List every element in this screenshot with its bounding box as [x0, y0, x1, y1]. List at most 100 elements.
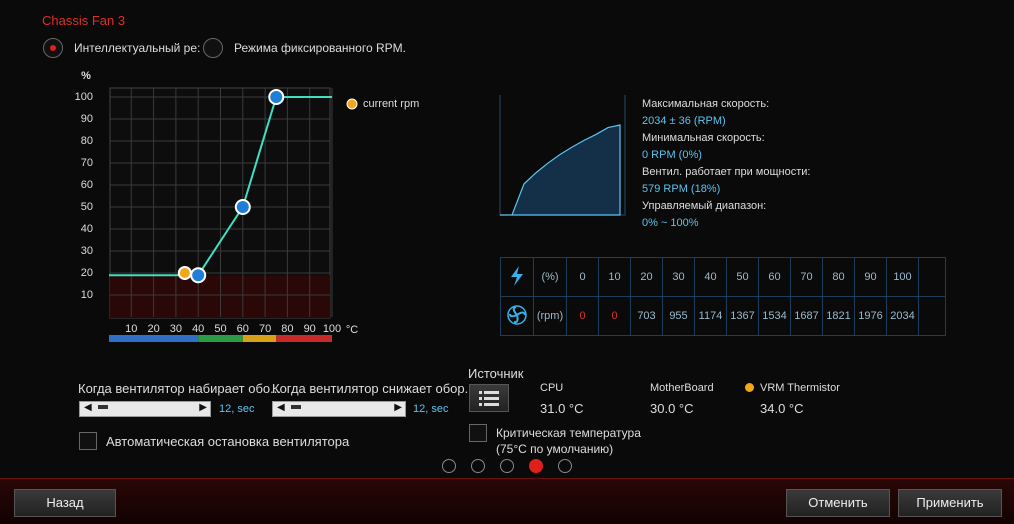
y-tick-label: 10	[81, 289, 93, 301]
percent-cell: 80	[822, 257, 855, 297]
spacer-cell	[918, 296, 946, 336]
rpm-cell: 2034	[886, 296, 919, 336]
info-value: 0% ~ 100%	[642, 217, 699, 229]
page-dot[interactable]	[558, 459, 572, 473]
info-value: 0 RPM (0%)	[642, 149, 702, 161]
legend-label: current rpm	[363, 98, 419, 110]
apply-button[interactable]: Применить	[898, 489, 1002, 517]
radio-fixed[interactable]	[203, 38, 223, 58]
slider-value: 12, sec	[413, 403, 449, 415]
critical-label: Критическая температура	[496, 426, 641, 440]
y-tick-label: 90	[81, 113, 93, 125]
current-sensor-marker	[745, 383, 754, 392]
y-unit: %	[81, 70, 91, 82]
cancel-button[interactable]: Отменить	[786, 489, 890, 517]
temp-band	[276, 335, 332, 342]
rpm-cell: 955	[662, 296, 695, 336]
x-unit: °C	[346, 324, 358, 336]
info-label: Максимальная скорость:	[642, 98, 770, 110]
sensor-name: CPU	[540, 382, 564, 394]
percent-cell: 90	[854, 257, 887, 297]
rpm-cell: 1367	[726, 296, 759, 336]
auto-stop-checkbox[interactable]	[79, 432, 97, 450]
critical-checkbox[interactable]	[469, 424, 487, 442]
power-icon	[500, 257, 534, 297]
rpm-cell: 1976	[854, 296, 887, 336]
percent-cell: 10	[598, 257, 631, 297]
percent-cell: 30	[662, 257, 695, 297]
rpm-cell: 703	[630, 296, 663, 336]
critical-note: (75°C по умолчанию)	[496, 442, 614, 456]
rpm-cell: 1687	[790, 296, 823, 336]
source-button[interactable]	[469, 384, 509, 412]
x-tick-label: 30	[170, 323, 182, 335]
slider-value: 12, sec	[219, 403, 255, 415]
list-icon	[479, 391, 499, 406]
current-point	[177, 266, 192, 280]
auto-stop-label: Автоматическая остановка вентилятора	[106, 434, 350, 449]
page-dot[interactable]	[442, 459, 456, 473]
sensor-name: MotherBoard	[650, 382, 714, 394]
info-label: Вентил. работает при мощности:	[642, 166, 811, 178]
rpm-cell: 1821	[822, 296, 855, 336]
fan-title: Chassis Fan 3	[42, 13, 126, 28]
rpm-cell: 0	[598, 296, 631, 336]
slider[interactable]: ◀ ▶	[272, 401, 406, 417]
x-tick-label: 100	[323, 323, 341, 335]
slider-label: Когда вентилятор набирает обо...	[78, 381, 281, 396]
mode-label: Интеллектуальный ре:	[74, 41, 201, 55]
info-label: Управляемый диапазон:	[642, 200, 767, 212]
source-title: Источник	[468, 366, 524, 381]
info-value: 579 RPM (18%)	[642, 183, 721, 195]
x-tick-label: 50	[214, 323, 226, 335]
row-label: (%)	[533, 257, 567, 297]
speed-table: (%) 0 10 20 30 40 50 60 70 80 90 100 (rpm) 0 0 703 955 1…	[500, 257, 946, 336]
radio-smart[interactable]	[43, 38, 63, 58]
y-tick-label: 20	[81, 267, 93, 279]
bolt	[511, 265, 523, 286]
temp-band	[109, 335, 199, 342]
y-tick-label: 50	[81, 201, 93, 213]
curve-point	[190, 267, 207, 284]
x-tick-label: 40	[192, 323, 204, 335]
legend-marker	[346, 98, 358, 110]
x-tick-label: 90	[304, 323, 316, 335]
row-label: (rpm)	[533, 296, 567, 336]
spacer-cell	[918, 257, 946, 297]
fan	[507, 304, 527, 325]
page-dot[interactable]	[471, 459, 485, 473]
x-tick-label: 80	[281, 323, 293, 335]
temp-band	[198, 335, 243, 342]
x-tick-label: 20	[147, 323, 159, 335]
y-tick-label: 100	[75, 91, 93, 103]
page-dot[interactable]	[500, 459, 514, 473]
slider-label: Когда вентилятор снижает обор...	[272, 381, 476, 396]
percent-cell: 70	[790, 257, 823, 297]
percent-cell: 50	[726, 257, 759, 297]
curve-point	[234, 199, 251, 215]
temp-band	[242, 335, 277, 342]
sensor-value: 34.0 °C	[760, 401, 804, 416]
fan-icon	[500, 296, 534, 336]
sensor-name: VRM Thermistor	[760, 382, 840, 394]
curve-point	[268, 89, 285, 105]
x-tick-label: 70	[259, 323, 271, 335]
y-tick-label: 40	[81, 223, 93, 235]
percent-cell: 40	[694, 257, 727, 297]
percent-cell: 0	[566, 257, 599, 297]
slider[interactable]: ◀ ▶	[79, 401, 211, 417]
speed-area	[500, 124, 621, 216]
back-button[interactable]: Назад	[14, 489, 116, 517]
y-tick-label: 70	[81, 157, 93, 169]
y-tick-label: 30	[81, 245, 93, 257]
rpm-cell: 1534	[758, 296, 791, 336]
rpm-cell: 0	[566, 296, 599, 336]
info-label: Минимальная скорость:	[642, 132, 765, 144]
page-dot-active[interactable]	[529, 459, 543, 473]
rpm-cell: 1174	[694, 296, 727, 336]
info-value: 2034 ± 36 (RPM)	[642, 115, 726, 127]
y-tick-label: 80	[81, 135, 93, 147]
x-tick-label: 60	[237, 323, 249, 335]
